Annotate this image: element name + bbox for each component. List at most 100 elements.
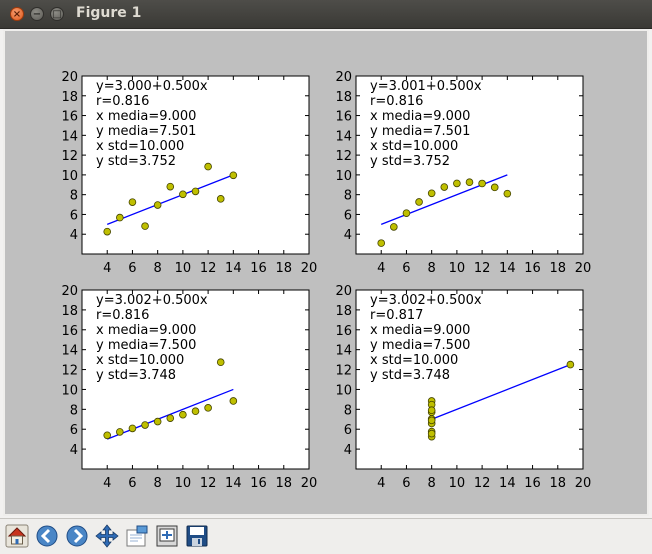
- save-icon: [186, 525, 208, 547]
- x-tick-label: 18: [550, 261, 567, 276]
- stats-annotation: y=3.000+0.500x: [96, 79, 208, 94]
- x-tick-label: 18: [276, 476, 293, 491]
- axes-frame: [81, 75, 310, 255]
- y-tick-label: 16: [335, 324, 352, 339]
- stats-annotation: y std=3.748: [96, 368, 176, 383]
- y-tick-label: 12: [335, 364, 352, 379]
- stats-annotation: x std=10.000: [96, 139, 184, 154]
- data-point: [191, 407, 200, 416]
- y-tick-label: 20: [61, 70, 78, 85]
- stats-annotation: y std=3.748: [370, 368, 450, 383]
- x-tick-label: 10: [449, 476, 466, 491]
- y-tick-label: 6: [70, 423, 78, 438]
- stats-annotation: x media=9.000: [96, 323, 196, 338]
- close-button[interactable]: ×: [10, 7, 24, 21]
- y-tick-label: 12: [335, 149, 352, 164]
- x-tick-label: 6: [128, 476, 136, 491]
- data-point: [427, 429, 436, 438]
- window-title: Figure 1: [76, 5, 142, 21]
- y-tick-label: 6: [344, 208, 352, 223]
- subplots-icon: [156, 525, 178, 547]
- subplots-button[interactable]: [154, 523, 180, 549]
- data-point: [478, 179, 486, 188]
- x-tick-label: 8: [154, 476, 162, 491]
- y-tick-label: 18: [61, 304, 78, 319]
- y-tick-label: 6: [70, 208, 78, 223]
- data-point: [166, 414, 175, 422]
- data-point: [503, 189, 512, 198]
- x-tick-label: 10: [449, 261, 466, 276]
- stats-annotation: x media=9.000: [370, 323, 470, 338]
- window-titlebar[interactable]: × − □ Figure 1: [0, 0, 652, 29]
- y-tick-label: 20: [335, 70, 352, 85]
- data-point: [128, 424, 137, 433]
- maximize-icon: □: [52, 9, 62, 20]
- save-button[interactable]: [184, 523, 210, 549]
- y-tick-label: 18: [335, 90, 352, 105]
- home-button[interactable]: [4, 523, 30, 549]
- forward-button[interactable]: [64, 523, 90, 549]
- x-tick-label: 10: [175, 476, 192, 491]
- y-tick-label: 14: [61, 344, 78, 359]
- data-point: [204, 162, 212, 171]
- x-tick-label: 8: [428, 261, 436, 276]
- data-point: [128, 198, 137, 206]
- stats-annotation: x std=10.000: [96, 353, 184, 368]
- stats-annotation: y media=7.501: [370, 124, 470, 139]
- x-tick-label: 14: [499, 261, 516, 276]
- data-point: [216, 358, 225, 366]
- data-point: [153, 201, 162, 209]
- data-point: [465, 178, 474, 187]
- stats-annotation: r=0.817: [370, 308, 423, 323]
- axes-frame: [81, 289, 310, 470]
- data-point: [191, 187, 200, 196]
- x-tick-label: 16: [524, 476, 541, 491]
- y-tick-label: 4: [344, 443, 352, 458]
- figure-canvas[interactable]: 4 6 8 10 12 14 16 18 20 4 6 8 10 12 14 16 18 20 y=3.000+0.…: [3, 29, 649, 516]
- y-tick-label: 14: [61, 129, 78, 144]
- zoom-icon: [126, 525, 148, 547]
- data-point: [427, 189, 436, 198]
- subplot-3: 4 6 8 10 12 14 16 18 20 4 6 8 10 12 14 16 18 20 y=3.002+0.…: [61, 284, 317, 491]
- y-tick-label: 4: [70, 228, 78, 243]
- maximize-button[interactable]: □: [50, 7, 64, 21]
- x-tick-label: 14: [499, 476, 516, 491]
- data-point: [179, 190, 187, 199]
- y-tick-label: 14: [335, 344, 352, 359]
- back-button[interactable]: [34, 523, 60, 549]
- forward-icon: [66, 525, 88, 547]
- y-tick-label: 20: [61, 284, 78, 299]
- subplot-4: 4 6 8 10 12 14 16 18 20 4 6 8 10 12 14 16 18 20 y=3.002+0.…: [335, 284, 591, 491]
- data-point: [427, 406, 436, 415]
- x-tick-label: 4: [103, 261, 111, 276]
- stats-annotation: y=3.002+0.500x: [370, 293, 482, 308]
- axes-frame: [355, 289, 584, 470]
- data-point: [141, 222, 149, 230]
- data-point: [490, 183, 499, 192]
- x-tick-label: 18: [276, 261, 293, 276]
- data-point: [390, 223, 398, 231]
- stats-annotation: y=3.001+0.500x: [370, 79, 482, 94]
- data-point: [179, 410, 187, 419]
- stats-annotation: x media=9.000: [370, 109, 470, 124]
- x-tick-label: 12: [474, 476, 491, 491]
- home-icon: [5, 524, 29, 548]
- x-tick-label: 8: [154, 261, 162, 276]
- stats-annotation: x std=10.000: [370, 353, 458, 368]
- subplot-1: 4 6 8 10 12 14 16 18 20 4 6 8 10 12 14 16 18 20 y=3.000+0.…: [61, 70, 317, 276]
- y-tick-label: 8: [344, 403, 352, 418]
- y-tick-label: 14: [335, 129, 352, 144]
- x-tick-label: 4: [377, 261, 385, 276]
- minimize-button[interactable]: −: [30, 7, 44, 21]
- data-point: [153, 417, 162, 426]
- x-tick-label: 10: [175, 261, 192, 276]
- y-tick-label: 12: [61, 364, 78, 379]
- y-tick-label: 4: [70, 443, 78, 458]
- x-tick-label: 14: [225, 261, 242, 276]
- x-tick-label: 20: [575, 261, 592, 276]
- pan-button[interactable]: [94, 523, 120, 549]
- zoom-button[interactable]: [124, 523, 150, 549]
- y-tick-label: 10: [335, 169, 352, 184]
- y-tick-label: 10: [61, 383, 78, 398]
- y-tick-label: 20: [335, 284, 352, 299]
